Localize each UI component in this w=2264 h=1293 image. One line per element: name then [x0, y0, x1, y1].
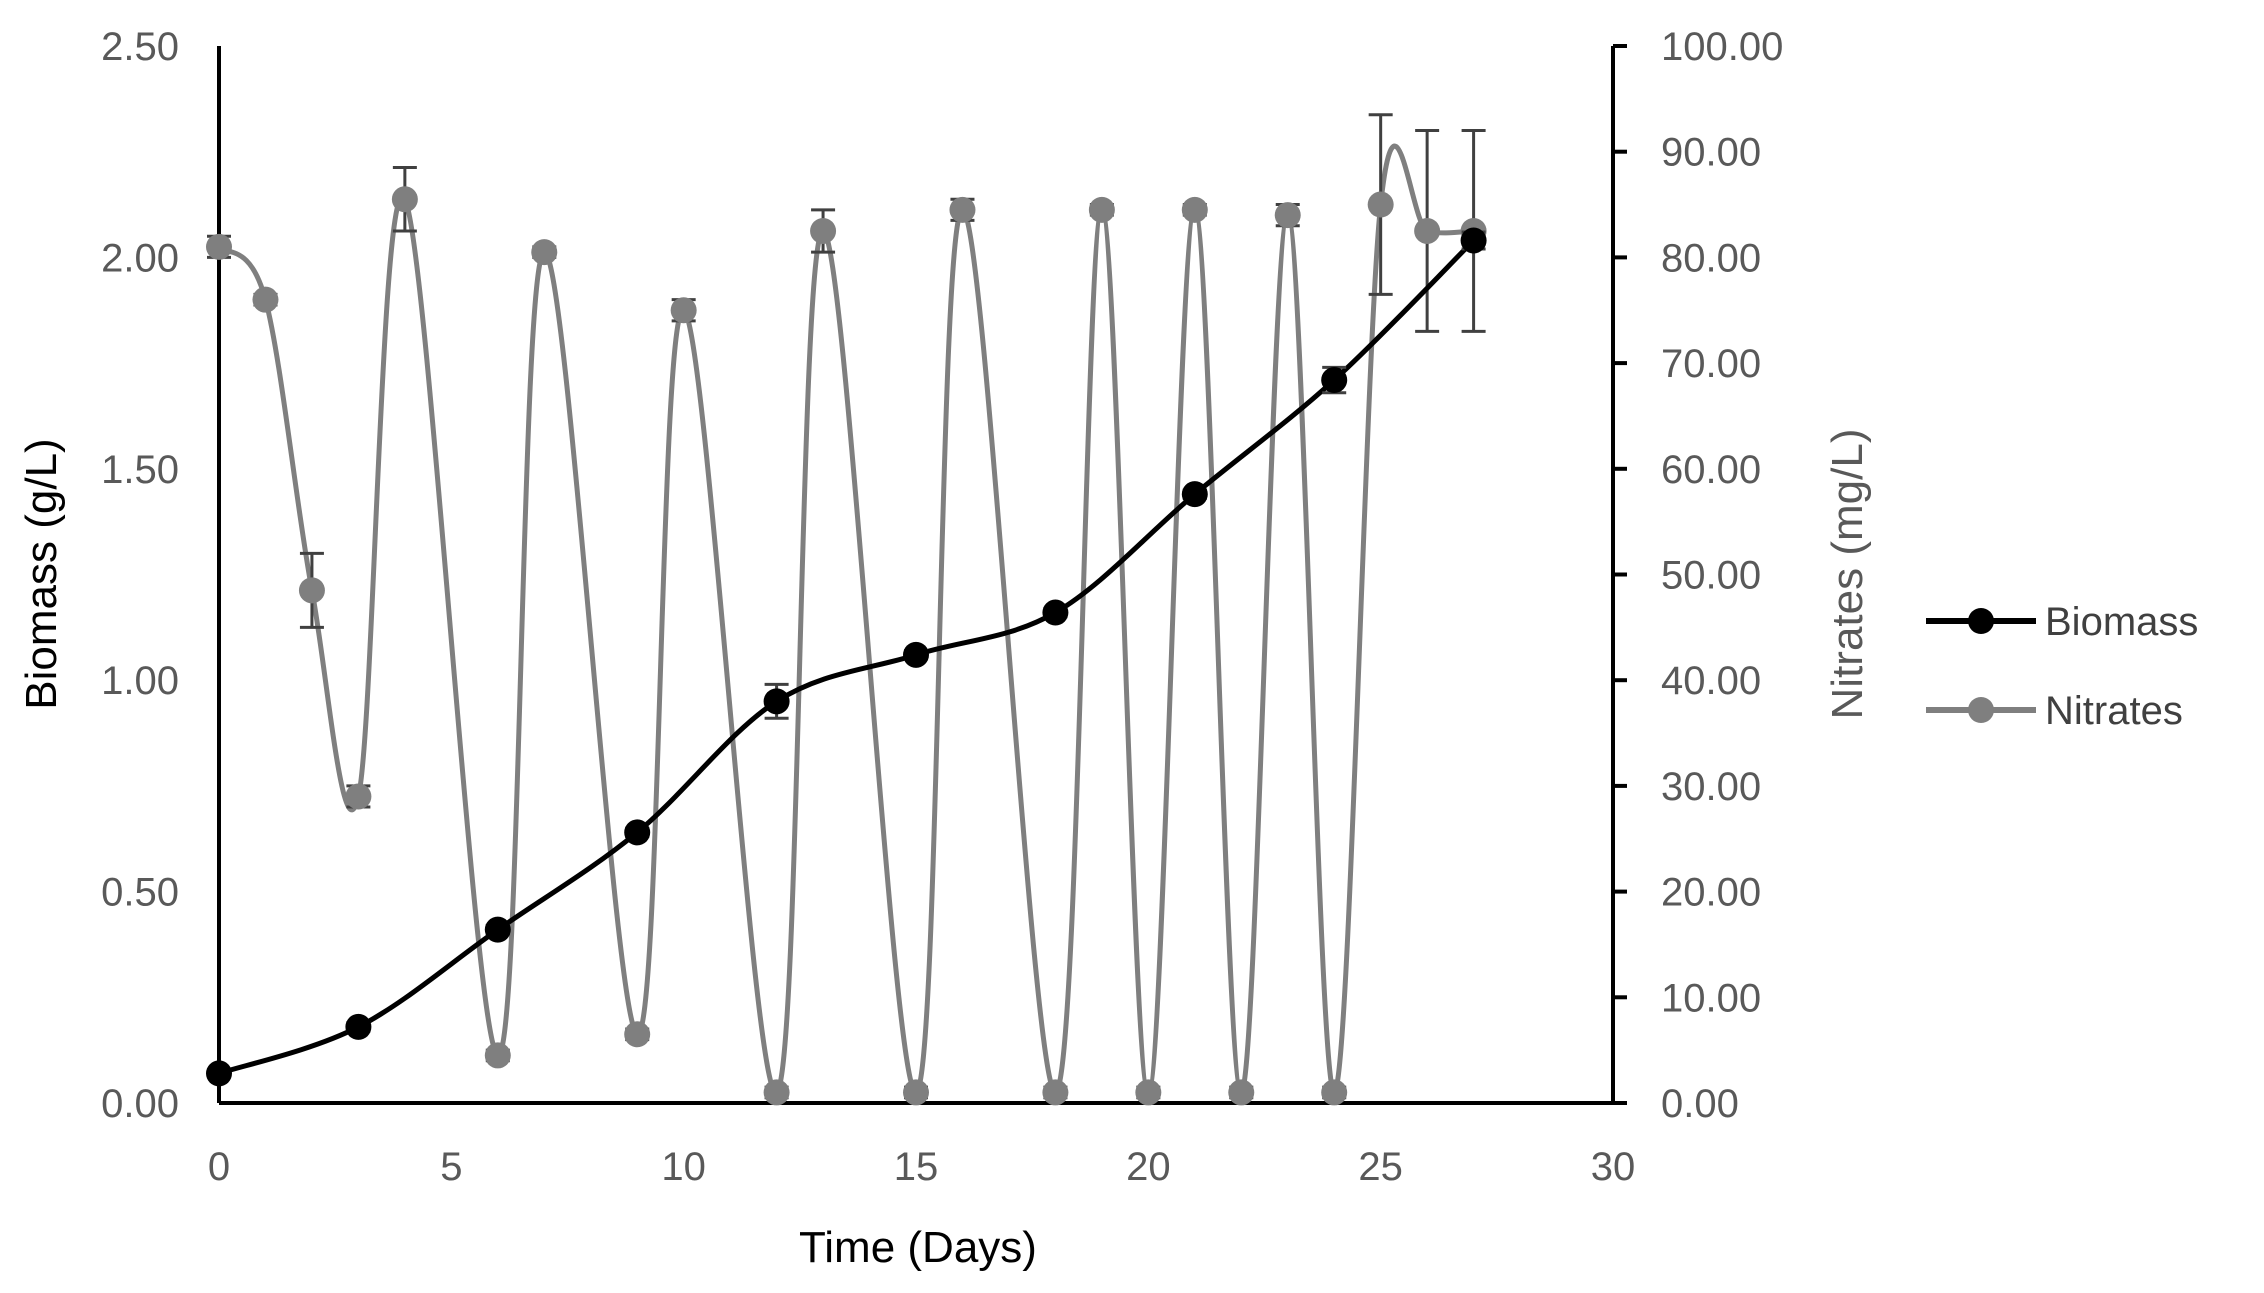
y2-tick-label: 60.00 [1661, 448, 1761, 492]
legend-biomass-label: Biomass [2045, 600, 2198, 644]
biomass-point [1181, 481, 1208, 508]
y-axis-title-left: Biomass (g/L) [17, 438, 66, 709]
biomass-series [206, 227, 1487, 1087]
nitrates-point [1414, 217, 1441, 244]
nitrates-point [1228, 1079, 1255, 1106]
nitrates-point [345, 783, 372, 810]
x-tick-label: 5 [440, 1145, 462, 1189]
y-tick-label-left: 2.50 [101, 25, 179, 69]
nitrates-point [670, 297, 697, 324]
y-tick-label-left: 1.50 [101, 448, 179, 492]
biomass-point [903, 641, 929, 668]
y2-tick-label: 30.00 [1661, 765, 1761, 809]
nitrates-point [810, 217, 837, 244]
y2-tick-label: 20.00 [1661, 871, 1761, 915]
y2-tick-label: 70.00 [1661, 342, 1761, 386]
biomass-point [624, 819, 651, 846]
nitrates-point [1367, 191, 1394, 218]
nitrates-point [391, 186, 418, 213]
legend-nitrates-marker [1968, 697, 1994, 723]
x-tick-label: 15 [894, 1145, 939, 1189]
biomass-point [206, 1060, 232, 1087]
nitrates-point [1274, 202, 1301, 229]
x-tick-label: 30 [1591, 1145, 1636, 1189]
nitrates-point [624, 1021, 651, 1048]
nitrates-point [531, 239, 558, 266]
y-axis-title-right: Nitrates (mg/L) [1823, 429, 1872, 720]
nitrates-point [252, 286, 279, 313]
y2-tick-label: 0.00 [1661, 1082, 1739, 1126]
y-tick-label-left: 1.00 [101, 659, 179, 703]
biomass-line [218, 238, 1476, 1076]
y-tick-label-left: 0.50 [101, 871, 179, 915]
x-tick-label: 25 [1358, 1145, 1403, 1189]
y2-tick-label: 40.00 [1661, 659, 1761, 703]
y-tick-label-left: 2.00 [101, 236, 179, 280]
legend-biomass-marker [1968, 608, 1994, 634]
x-tick-label: 0 [208, 1145, 230, 1189]
y-tick-label-left: 0.00 [101, 1082, 179, 1126]
nitrates-series [206, 113, 1487, 1106]
nitrates-point [903, 1079, 929, 1106]
nitrates-point [1321, 1079, 1348, 1106]
nitrates-point [1181, 196, 1208, 223]
biomass-point [345, 1013, 372, 1040]
biomass-point [763, 688, 790, 715]
axes-group: 0 5 10 15 20 25 30 0.00 0.50 1.00 1.50 2.00 2.50 0.00… [101, 25, 1783, 1189]
nitrates-point [763, 1079, 790, 1106]
y2-tick-label: 100.00 [1661, 25, 1783, 69]
biomass-point [484, 916, 511, 943]
nitrates-line [217, 143, 1474, 1095]
nitrates-point [484, 1042, 511, 1069]
nitrates-point [206, 233, 232, 260]
nitrates-point [1042, 1079, 1069, 1106]
nitrates-point [298, 577, 325, 604]
y2-tick-label: 80.00 [1661, 236, 1761, 280]
x-tick-label: 20 [1126, 1145, 1171, 1189]
nitrates-point [1088, 196, 1115, 223]
y2-tick-label: 90.00 [1661, 131, 1761, 175]
nitrates-point [949, 196, 976, 223]
biomass-point [1460, 227, 1487, 254]
legend-nitrates-label: Nitrates [2045, 689, 2183, 733]
biomass-point [1321, 367, 1348, 394]
nitrates-point [1135, 1079, 1162, 1106]
legend: Biomass Nitrates [1926, 600, 2198, 733]
biomass-point [1042, 599, 1069, 626]
x-tick-label: 10 [661, 1145, 706, 1189]
y2-tick-label: 10.00 [1661, 976, 1761, 1020]
x-axis-title: Time (Days) [799, 1223, 1037, 1272]
y2-tick-label: 50.00 [1661, 554, 1761, 598]
